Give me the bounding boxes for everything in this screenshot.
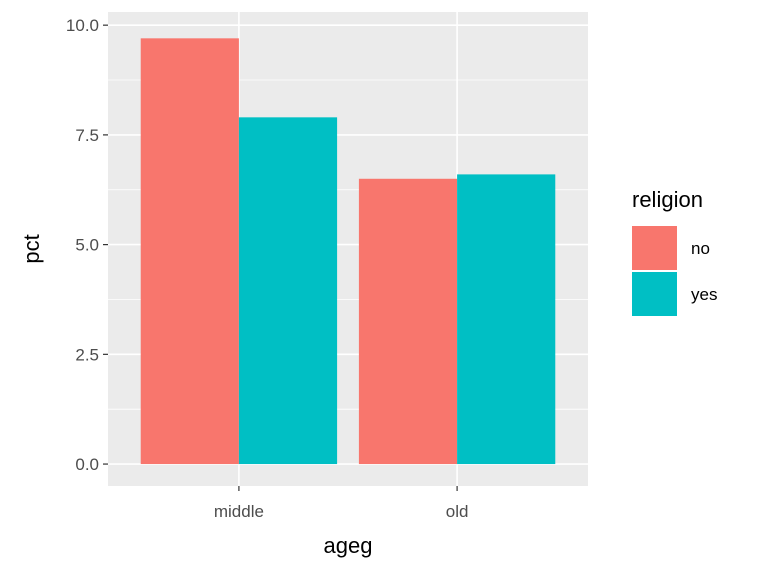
legend-label-no: no	[691, 239, 710, 258]
bars	[140, 38, 556, 465]
legend-key-no	[632, 226, 677, 270]
bar-yes-middle	[238, 117, 338, 465]
legend-label-yes: yes	[691, 285, 717, 304]
y-tick-label: 10.0	[66, 16, 99, 35]
y-axis-title: pct	[19, 234, 44, 263]
x-axis: middle old	[214, 486, 469, 521]
x-axis-title: ageg	[324, 533, 373, 558]
y-tick-label: 5.0	[75, 236, 99, 255]
legend: religion no yes	[632, 187, 717, 316]
x-tick-label: middle	[214, 502, 264, 521]
bar-yes-old	[457, 174, 556, 465]
y-tick-label: 7.5	[75, 126, 99, 145]
bar-no-old	[358, 178, 458, 465]
x-tick-label: old	[446, 502, 469, 521]
bar-no-middle	[140, 38, 239, 465]
y-tick-label: 0.0	[75, 455, 99, 474]
y-tick-label: 2.5	[75, 345, 99, 364]
legend-title: religion	[632, 187, 703, 212]
legend-key-yes	[632, 272, 677, 316]
y-axis: 0.0 2.5 5.0 7.5 10.0	[66, 16, 108, 474]
